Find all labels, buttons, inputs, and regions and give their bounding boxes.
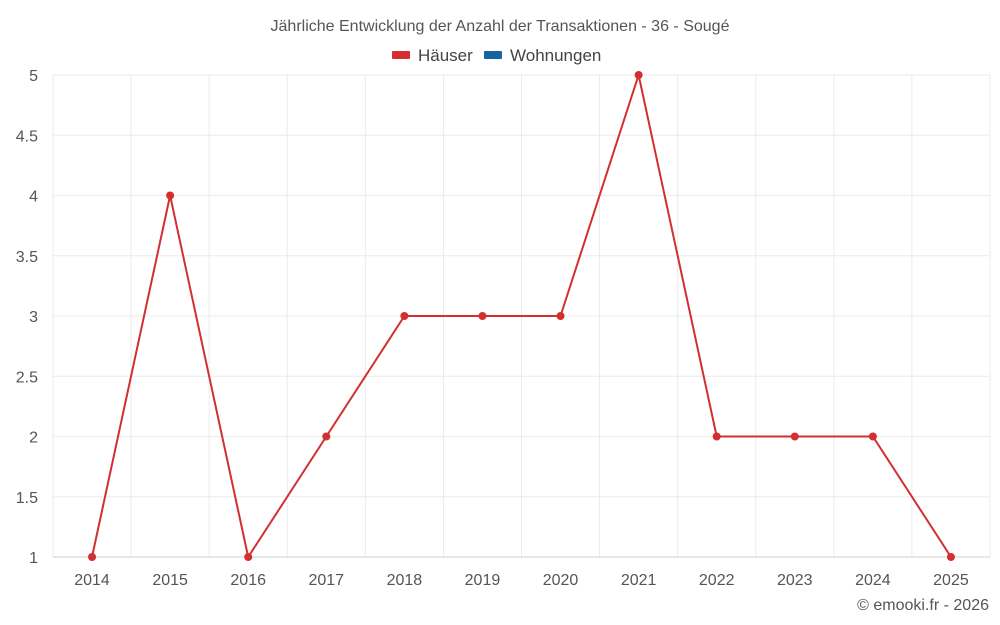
y-tick-label: 1.5 bbox=[16, 490, 38, 507]
legend-swatch-wohnungen bbox=[484, 51, 502, 59]
legend-label-haeuser[interactable]: Häuser bbox=[418, 46, 473, 65]
data-point[interactable] bbox=[634, 71, 643, 79]
y-tick-label: 4.5 bbox=[16, 128, 38, 145]
legend-item-haeuser[interactable]: Häuser bbox=[392, 46, 473, 65]
y-tick-label: 2 bbox=[29, 430, 38, 447]
legend-label-wohnungen[interactable]: Wohnungen bbox=[510, 46, 601, 65]
data-point[interactable] bbox=[478, 312, 487, 320]
x-tick-label: 2022 bbox=[699, 572, 735, 589]
data-point[interactable] bbox=[946, 553, 955, 561]
x-tick-label: 2023 bbox=[777, 572, 813, 589]
legend-item-wohnungen[interactable]: Wohnungen bbox=[484, 46, 601, 65]
x-tick-label: 2019 bbox=[465, 572, 501, 589]
y-tick-label: 5 bbox=[29, 68, 38, 85]
data-point[interactable] bbox=[244, 553, 253, 561]
x-tick-label: 2018 bbox=[387, 572, 423, 589]
legend-swatch-haeuser bbox=[392, 51, 410, 59]
y-tick-label: 1 bbox=[29, 550, 38, 567]
series-haeuser bbox=[88, 71, 955, 561]
y-tick-label: 3.5 bbox=[16, 249, 38, 266]
x-tick-label: 2025 bbox=[933, 572, 969, 589]
x-tick-label: 2017 bbox=[308, 572, 344, 589]
y-tick-label: 2.5 bbox=[16, 369, 38, 386]
x-tick-label: 2015 bbox=[152, 572, 188, 589]
data-point[interactable] bbox=[712, 432, 721, 441]
credit-text: © emooki.fr - 2026 bbox=[857, 597, 989, 614]
data-point[interactable] bbox=[400, 312, 409, 320]
data-point[interactable] bbox=[88, 553, 97, 561]
x-tick-label: 2014 bbox=[74, 572, 110, 589]
data-point[interactable] bbox=[868, 432, 877, 441]
series-line bbox=[91, 74, 952, 558]
x-tick-label: 2016 bbox=[230, 572, 266, 589]
data-point[interactable] bbox=[166, 191, 175, 200]
x-tick-label: 2024 bbox=[855, 572, 891, 589]
y-tick-label: 4 bbox=[29, 189, 38, 206]
data-point[interactable] bbox=[790, 432, 799, 441]
axes: 1 1.5 2 2.5 3 3.5 4 4.5 5 2014 2015 2016 2017 2018 201… bbox=[16, 68, 990, 589]
data-point[interactable] bbox=[556, 312, 565, 320]
grid bbox=[52, 74, 991, 558]
data-point[interactable] bbox=[322, 432, 331, 441]
x-tick-label: 2021 bbox=[621, 572, 657, 589]
chart-title: Jährliche Entwicklung der Anzahl der Tra… bbox=[271, 18, 730, 35]
y-tick-label: 3 bbox=[29, 309, 38, 326]
legend[interactable]: Häuser Wohnungen bbox=[392, 46, 601, 65]
x-tick-label: 2020 bbox=[543, 572, 579, 589]
